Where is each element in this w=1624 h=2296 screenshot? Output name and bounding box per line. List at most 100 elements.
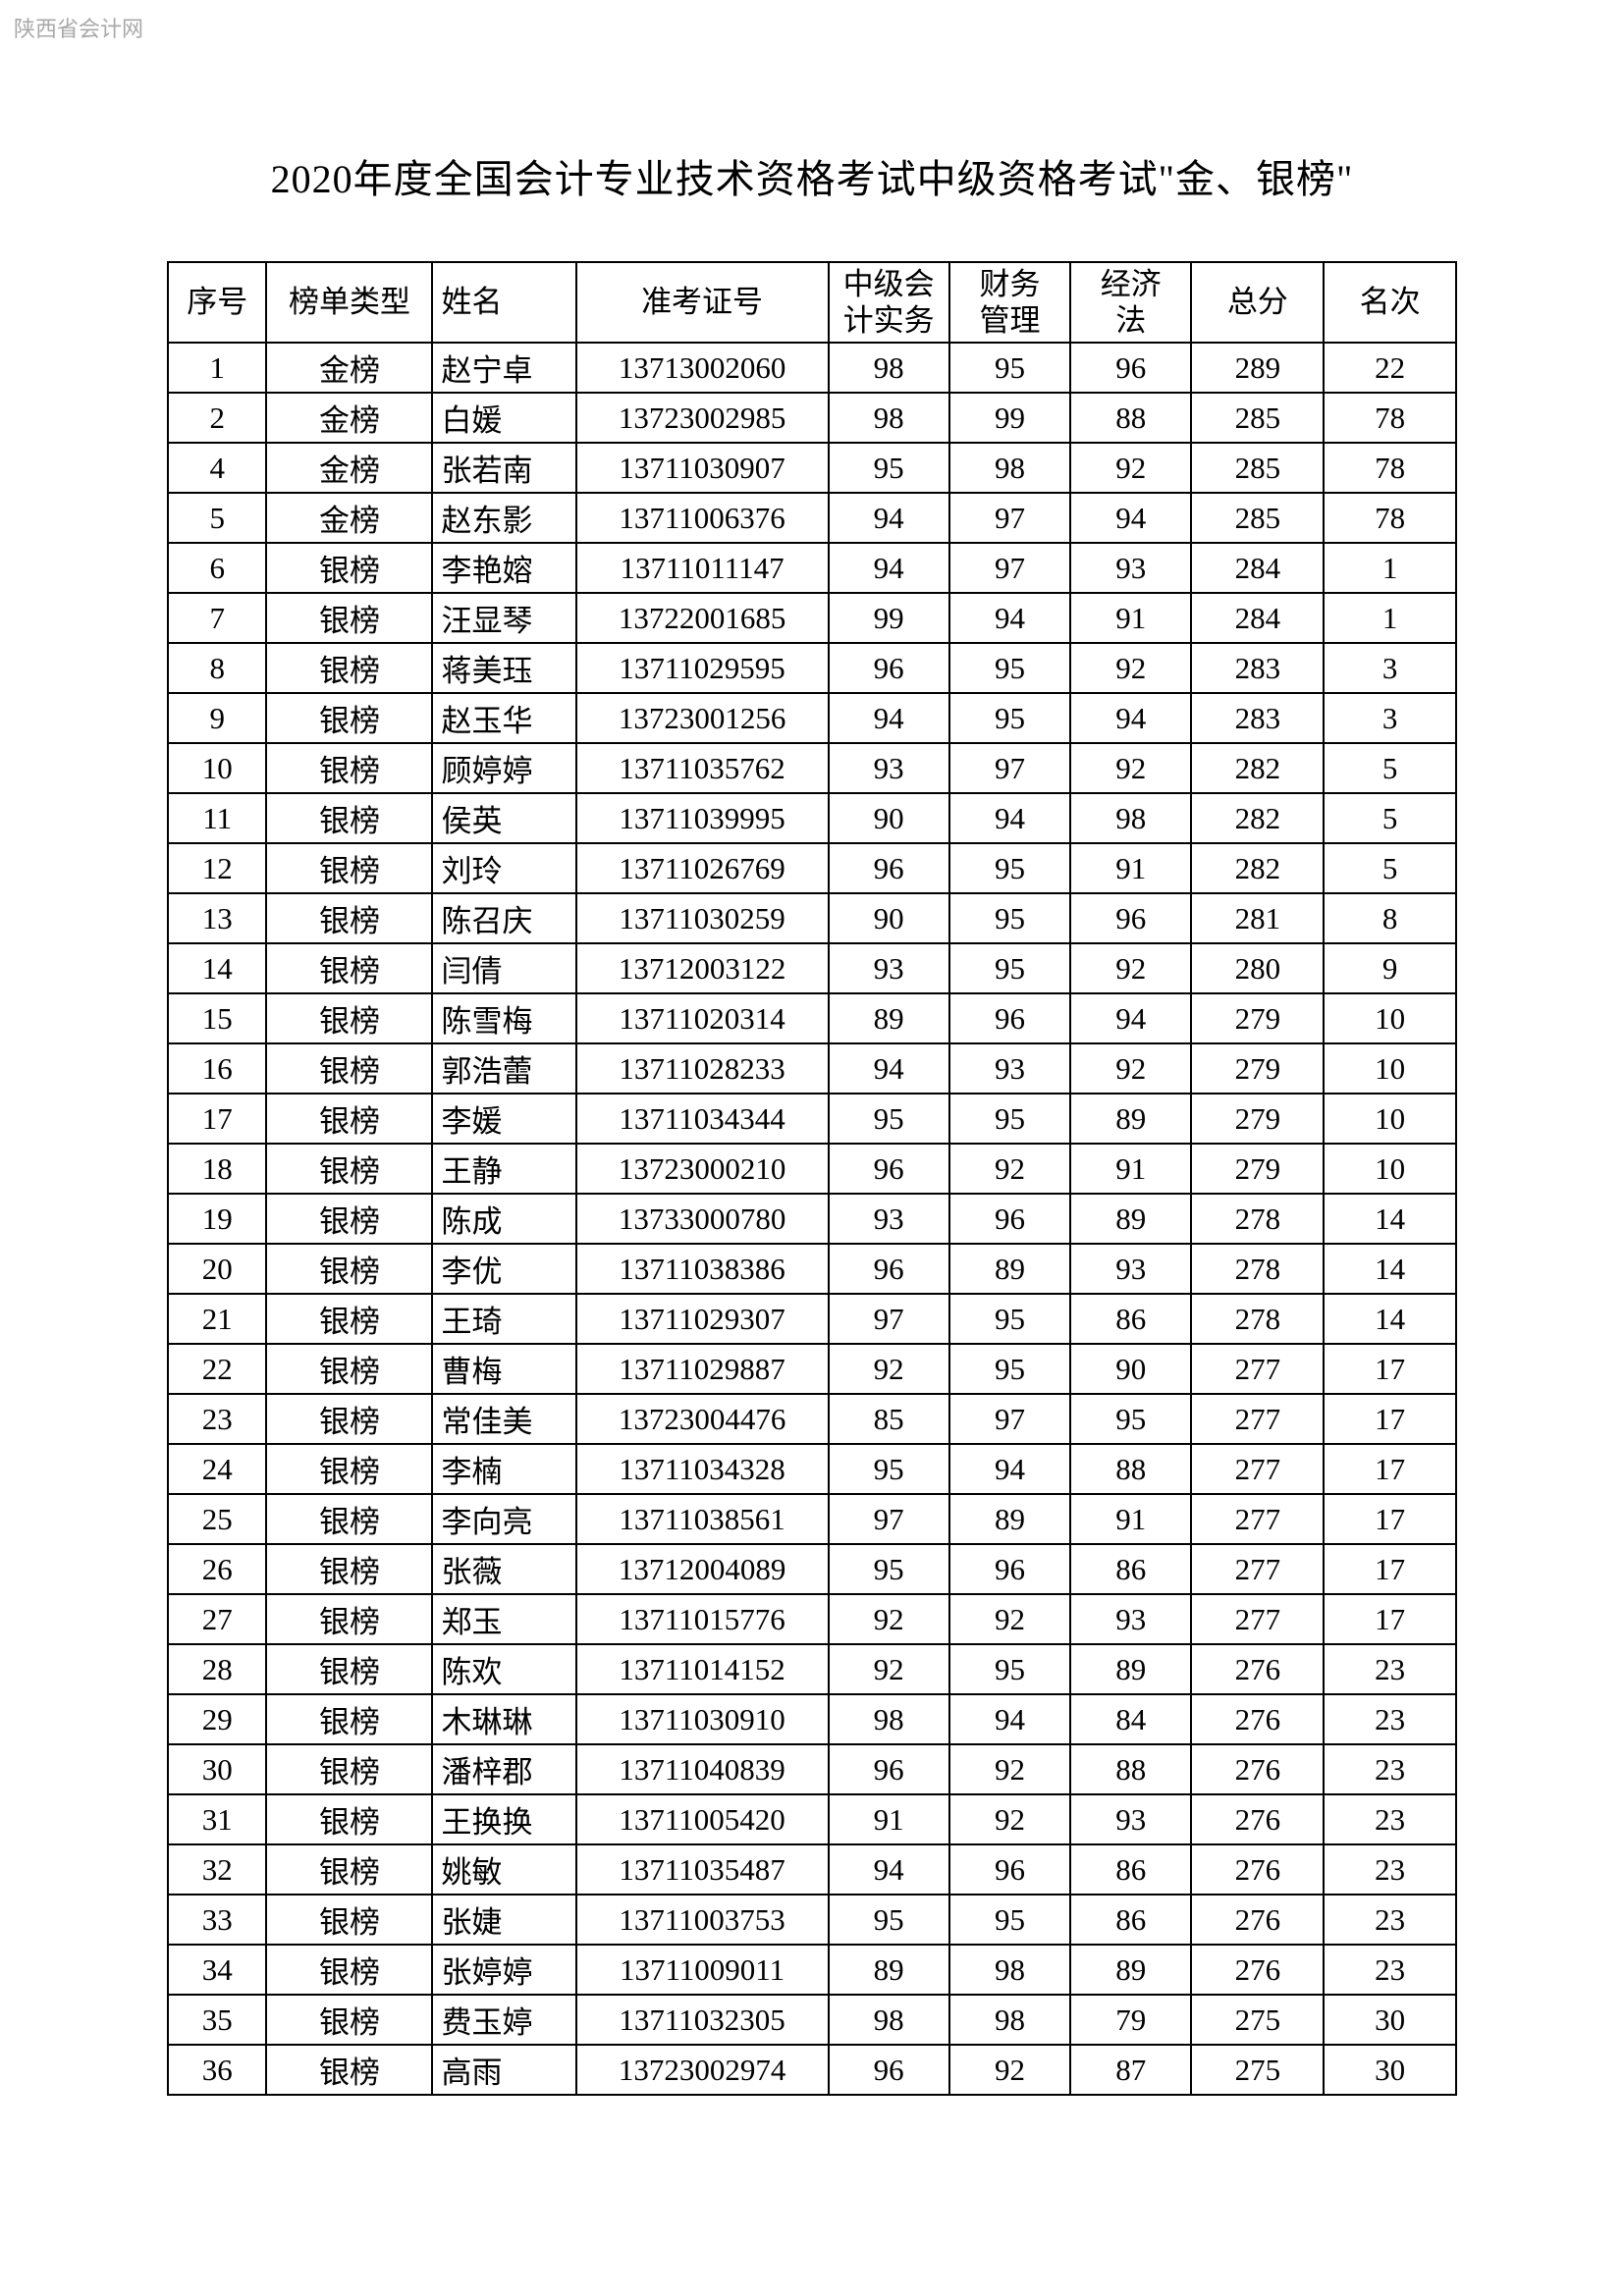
- table-cell: 97: [949, 743, 1070, 793]
- table-row: 5金榜赵东影1371100637694979428578: [168, 493, 1456, 543]
- table-cell: 92: [949, 1794, 1070, 1844]
- table-cell: 银榜: [266, 1594, 432, 1644]
- table-cell: 275: [1191, 1995, 1324, 2045]
- table-cell: 278: [1191, 1294, 1324, 1344]
- table-cell: 陈雪梅: [432, 993, 575, 1043]
- table-cell: 银榜: [266, 1694, 432, 1744]
- table-cell: 88: [1070, 1444, 1191, 1494]
- table-cell: 91: [1070, 593, 1191, 643]
- table-cell: 92: [1070, 943, 1191, 993]
- table-cell: 95: [829, 1895, 949, 1945]
- table-cell: 陈成: [432, 1194, 575, 1244]
- table-cell: 13711035762: [576, 743, 829, 793]
- table-cell: 85: [829, 1394, 949, 1444]
- table-cell: 285: [1191, 493, 1324, 543]
- table-cell: 7: [168, 593, 266, 643]
- table-cell: 98: [829, 393, 949, 443]
- table-cell: 95: [949, 1644, 1070, 1694]
- table-cell: 30: [1324, 1995, 1456, 2045]
- table-cell: 13723004476: [576, 1394, 829, 1444]
- table-cell: 283: [1191, 643, 1324, 693]
- table-cell: 银榜: [266, 1794, 432, 1844]
- table-cell: 90: [1070, 1344, 1191, 1394]
- table-row: 13银榜陈召庆137110302599095962818: [168, 893, 1456, 943]
- table-cell: 13711005420: [576, 1794, 829, 1844]
- table-cell: 94: [1070, 993, 1191, 1043]
- table-cell: 银榜: [266, 743, 432, 793]
- table-cell: 银榜: [266, 993, 432, 1043]
- table-cell: 23: [1324, 1694, 1456, 1744]
- table-cell: 13712003122: [576, 943, 829, 993]
- table-cell: 92: [1070, 643, 1191, 693]
- table-cell: 17: [168, 1094, 266, 1144]
- table-cell: 曹梅: [432, 1344, 575, 1394]
- table-cell: 高雨: [432, 2045, 575, 2095]
- table-cell: 99: [949, 393, 1070, 443]
- table-cell: 银榜: [266, 643, 432, 693]
- table-cell: 13711011147: [576, 543, 829, 593]
- table-row: 34银榜张婷婷1371100901189988927623: [168, 1945, 1456, 1995]
- table-cell: 284: [1191, 593, 1324, 643]
- table-cell: 银榜: [266, 1494, 432, 1544]
- table-header-cell: 序号: [168, 262, 266, 343]
- table-cell: 32: [168, 1844, 266, 1895]
- table-cell: 银榜: [266, 893, 432, 943]
- table-cell: 张若南: [432, 443, 575, 493]
- table-cell: 银榜: [266, 843, 432, 893]
- table-cell: 5: [1324, 743, 1456, 793]
- table-cell: 91: [1070, 1144, 1191, 1194]
- table-cell: 13723001256: [576, 693, 829, 743]
- table-cell: 13711038561: [576, 1494, 829, 1544]
- table-cell: 6: [168, 543, 266, 593]
- table-cell: 闫倩: [432, 943, 575, 993]
- table-body: 1金榜赵宁卓13713002060989596289222金榜白媛1372300…: [168, 343, 1456, 2095]
- table-header-cell: 中级会计实务: [829, 262, 949, 343]
- table-row: 30银榜潘梓郡1371104083996928827623: [168, 1744, 1456, 1794]
- table-cell: 13711040839: [576, 1744, 829, 1794]
- table-row: 6银榜李艳嫆137110111479497932841: [168, 543, 1456, 593]
- table-cell: 23: [1324, 1744, 1456, 1794]
- table-cell: 35: [168, 1995, 266, 2045]
- table-cell: 14: [168, 943, 266, 993]
- table-cell: 银榜: [266, 943, 432, 993]
- table-cell: 95: [829, 1544, 949, 1594]
- table-cell: 90: [829, 893, 949, 943]
- table-cell: 92: [829, 1644, 949, 1694]
- table-cell: 13711020314: [576, 993, 829, 1043]
- table-row: 26银榜张薇1371200408995968627717: [168, 1544, 1456, 1594]
- table-cell: 88: [1070, 393, 1191, 443]
- table-cell: 86: [1070, 1844, 1191, 1895]
- table-cell: 13711006376: [576, 493, 829, 543]
- table-cell: 13711035487: [576, 1844, 829, 1895]
- table-cell: 14: [1324, 1244, 1456, 1294]
- table-cell: 276: [1191, 1694, 1324, 1744]
- table-cell: 13711039995: [576, 793, 829, 843]
- table-cell: 1: [1324, 543, 1456, 593]
- table-cell: 289: [1191, 343, 1324, 393]
- table-row: 9银榜赵玉华137230012569495942833: [168, 693, 1456, 743]
- table-cell: 14: [1324, 1294, 1456, 1344]
- table-cell: 银榜: [266, 1644, 432, 1694]
- table-cell: 17: [1324, 1444, 1456, 1494]
- table-cell: 94: [829, 1844, 949, 1895]
- table-cell: 278: [1191, 1244, 1324, 1294]
- table-cell: 11: [168, 793, 266, 843]
- table-cell: 95: [949, 893, 1070, 943]
- table-header: 序号榜单类型姓名准考证号中级会计实务财务管理经济法总分名次: [168, 262, 1456, 343]
- table-cell: 李艳嫆: [432, 543, 575, 593]
- table-cell: 10: [1324, 993, 1456, 1043]
- table-cell: 王琦: [432, 1294, 575, 1344]
- table-cell: 95: [949, 1895, 1070, 1945]
- table-cell: 10: [168, 743, 266, 793]
- table-cell: 潘梓郡: [432, 1744, 575, 1794]
- table-cell: 276: [1191, 1644, 1324, 1694]
- table-cell: 13711029595: [576, 643, 829, 693]
- table-cell: 银榜: [266, 1094, 432, 1144]
- table-cell: 279: [1191, 1094, 1324, 1144]
- table-cell: 银榜: [266, 1194, 432, 1244]
- table-cell: 张薇: [432, 1544, 575, 1594]
- table-cell: 银榜: [266, 1144, 432, 1194]
- table-cell: 银榜: [266, 1294, 432, 1344]
- table-header-cell: 总分: [1191, 262, 1324, 343]
- table-cell: 24: [168, 1444, 266, 1494]
